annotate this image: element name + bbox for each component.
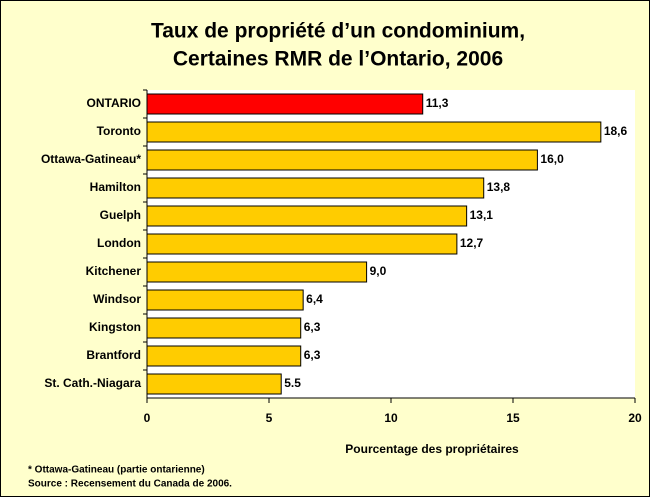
bar <box>146 373 282 395</box>
x-axis-label: Pourcentage des propriétaires <box>345 442 519 456</box>
y-tick-label: St. Cath.-Niagara <box>44 376 141 390</box>
x-tick-label: 15 <box>506 411 520 425</box>
value-label: 13,1 <box>470 208 494 222</box>
bar <box>146 233 458 255</box>
value-label: 6,3 <box>304 320 321 334</box>
bar <box>146 177 485 199</box>
bar <box>146 121 602 143</box>
bar <box>146 93 424 115</box>
y-tick-label: Kitchener <box>86 264 142 278</box>
x-tick-label: 10 <box>384 411 398 425</box>
bar <box>146 317 302 339</box>
x-tick-label: 5 <box>266 411 273 425</box>
value-label: 13,8 <box>487 180 511 194</box>
value-label: 16,0 <box>540 152 564 166</box>
bar <box>146 345 302 367</box>
value-label: 9,0 <box>370 264 387 278</box>
y-tick-label: Hamilton <box>90 180 141 194</box>
value-label: 6,3 <box>304 348 321 362</box>
y-tick-label: Windsor <box>93 292 141 306</box>
y-tick-label: Ottawa-Gatineau* <box>41 152 141 166</box>
y-tick-label: Kingston <box>89 320 141 334</box>
footnote: * Ottawa-Gatineau (partie ontarienne) <box>28 465 205 476</box>
value-label: 18,6 <box>604 124 628 138</box>
value-label: 6,4 <box>306 292 323 306</box>
y-tick-label: London <box>97 236 141 250</box>
value-label: 11,3 <box>426 96 449 110</box>
bar <box>146 289 304 311</box>
y-tick-label: Brantford <box>86 348 141 362</box>
chart-title: Taux de propriété d’un condominium, <box>151 20 525 43</box>
bar <box>146 261 368 283</box>
y-tick-label: Guelph <box>100 208 141 222</box>
bar <box>146 205 468 227</box>
bar <box>146 149 538 171</box>
value-label: 12,7 <box>460 236 484 250</box>
chart-title: Certaines RMR de l’Ontario, 2006 <box>173 48 503 71</box>
x-tick-label: 0 <box>144 411 151 425</box>
value-label: 5.5 <box>284 376 301 390</box>
x-tick-label: 20 <box>628 411 642 425</box>
y-tick-label: ONTARIO <box>87 96 141 110</box>
y-tick-label: Toronto <box>97 124 141 138</box>
footnote: Source : Recensement du Canada de 2006. <box>28 479 232 490</box>
